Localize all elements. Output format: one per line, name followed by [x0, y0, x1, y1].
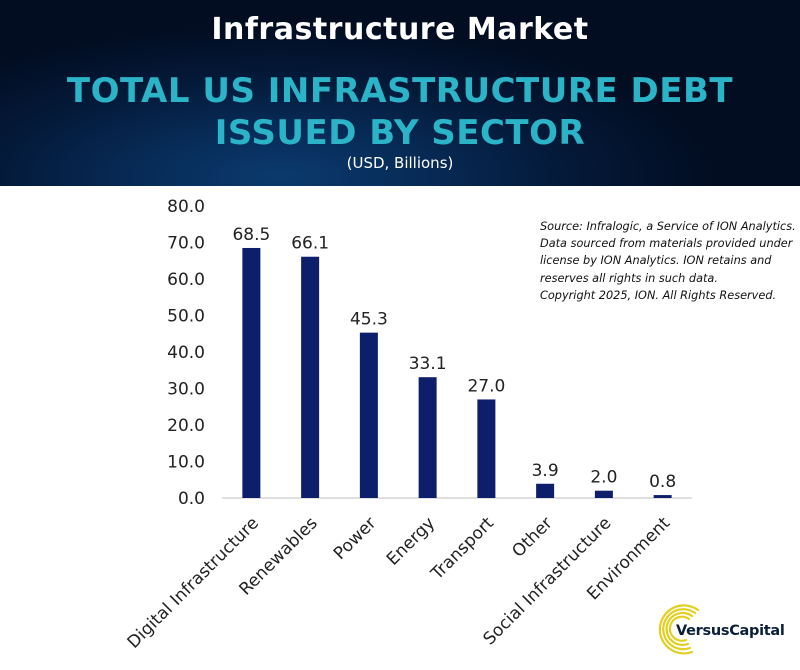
- data-label: 45.3: [350, 310, 388, 330]
- versus-capital-logo: VersusCapital: [646, 596, 796, 662]
- data-label: 2.0: [590, 468, 617, 488]
- page-title: Infrastructure Market: [211, 12, 589, 47]
- y-tick-label: 50.0: [167, 307, 205, 327]
- y-tick-label: 60.0: [167, 270, 205, 290]
- bar: [359, 332, 378, 498]
- y-tick-label: 10.0: [167, 453, 205, 473]
- x-tick-label: Other: [508, 513, 556, 561]
- data-label: 66.1: [291, 234, 329, 254]
- data-label: 0.8: [649, 472, 676, 492]
- source-note-line-2: Data sourced from materials provided und…: [540, 237, 793, 251]
- data-label: 3.9: [532, 461, 559, 481]
- source-note-line-5: Copyright 2025, ION. All Rights Reserved…: [540, 288, 777, 302]
- data-label: 27.0: [467, 376, 505, 396]
- bar: [301, 256, 320, 498]
- bar: [418, 377, 437, 498]
- source-note-line-1: Source: Infralogic, a Service of ION Ana…: [540, 220, 796, 233]
- source-note-line-3: license by ION Analytics. ION retains an…: [540, 254, 772, 268]
- logo-text: VersusCapital: [676, 623, 785, 639]
- chart-title-line-1: TOTAL US INFRASTRUCTURE DEBT: [66, 71, 734, 111]
- x-tick-label: Transport: [427, 513, 498, 584]
- data-label: 68.5: [232, 225, 270, 245]
- bar-chart: 0.010.020.030.040.050.060.070.080.068.5D…: [124, 197, 692, 653]
- x-tick-label: Power: [330, 513, 380, 563]
- bar: [594, 490, 613, 498]
- bar: [242, 247, 261, 498]
- y-tick-label: 40.0: [167, 343, 205, 363]
- x-tick-label: Energy: [383, 513, 439, 569]
- source-note-line-4: reserves all rights in such data.: [540, 271, 718, 285]
- bar: [536, 483, 555, 498]
- source-note: Source: Infralogic, a Service of ION Ana…: [540, 218, 796, 304]
- data-label: 33.1: [409, 354, 447, 374]
- versus-capital-swirl-icon: [658, 604, 700, 655]
- y-tick-label: 0.0: [178, 489, 205, 509]
- y-tick-label: 70.0: [167, 234, 205, 254]
- y-tick-label: 30.0: [167, 380, 205, 400]
- chart-units: (USD, Billions): [346, 154, 454, 172]
- bar: [477, 399, 496, 498]
- y-tick-label: 20.0: [167, 416, 205, 436]
- chart-title: TOTAL US INFRASTRUCTURE DEBT ISSUED BY S…: [0, 70, 800, 154]
- header-banner: Infrastructure Market TOTAL US INFRASTRU…: [0, 0, 800, 186]
- bar: [653, 495, 672, 498]
- chart-title-line-2: ISSUED BY SECTOR: [214, 113, 586, 153]
- y-tick-label: 80.0: [167, 197, 205, 217]
